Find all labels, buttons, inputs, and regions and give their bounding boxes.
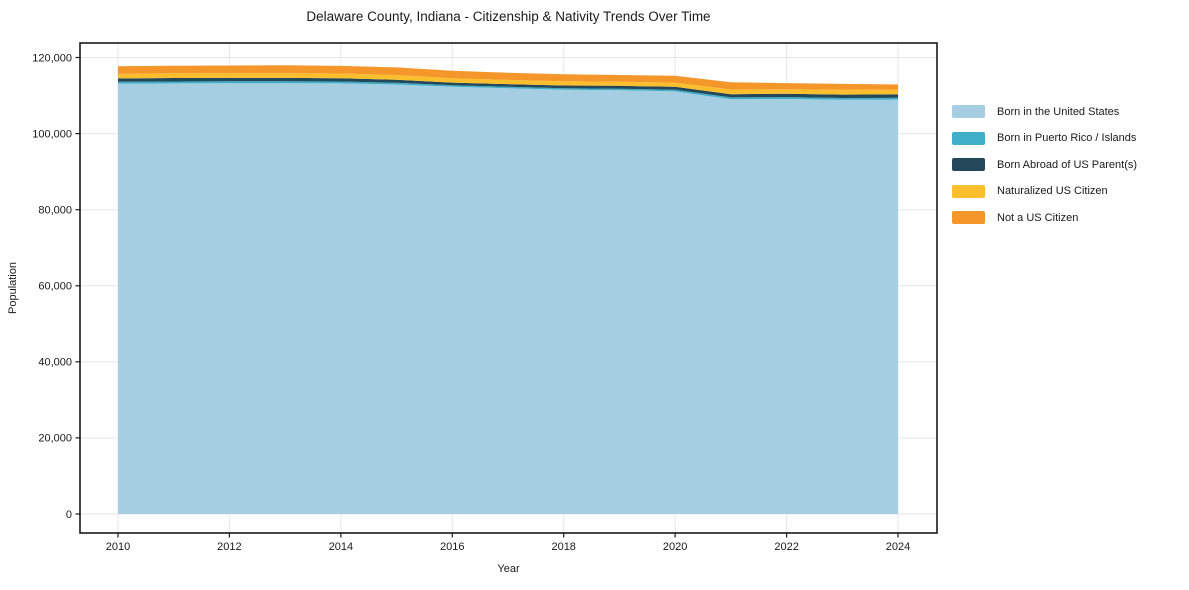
legend-item-naturalized: Naturalized US Citizen	[952, 184, 1137, 199]
y-tick-label: 0	[66, 509, 72, 521]
area-puerto-rico	[118, 81, 898, 100]
legend-swatch-puerto-rico	[952, 131, 985, 145]
y-axis-label: Population	[7, 262, 19, 314]
legend-swatch-not-citizen	[952, 211, 985, 225]
y-tick-label: 60,000	[38, 281, 72, 293]
y-tick-label: 120,000	[32, 52, 72, 64]
area-not-citizen	[118, 65, 898, 90]
legend-item-born-us: Born in the United States	[952, 105, 1137, 119]
axis-tick-labels: 0 20,000 40,000 60,000 80,000 100,000 120,000 2…	[32, 52, 910, 553]
legend-label: Born in the United States	[997, 105, 1120, 118]
y-tick-label: 40,000	[38, 357, 72, 369]
legend-item-puerto-rico: Born in Puerto Rico / Islands	[952, 131, 1137, 146]
x-tick-label: 2022	[774, 541, 798, 553]
legend-swatch-born-abroad	[952, 158, 985, 172]
y-tick-label: 80,000	[38, 205, 72, 217]
legend-label: Not a US Citizen	[997, 211, 1079, 224]
x-tick-label: 2016	[440, 541, 464, 553]
legend-swatch-naturalized	[952, 184, 985, 198]
y-tick-label: 20,000	[38, 433, 72, 445]
x-axis-label: Year	[497, 563, 520, 575]
chart-legend: Born in the United States Born in Puerto …	[952, 105, 1137, 238]
legend-label: Born Abroad of US Parent(s)	[997, 158, 1138, 171]
legend-label: Naturalized US Citizen	[997, 185, 1108, 198]
x-tick-label: 2010	[106, 541, 130, 553]
area-born-us	[118, 83, 898, 514]
stacked-areas	[118, 65, 898, 514]
x-tick-label: 2012	[217, 541, 241, 553]
x-tick-label: 2020	[663, 541, 687, 553]
x-tick-label: 2014	[329, 541, 353, 553]
legend-item-born-abroad: Born Abroad of US Parent(s)	[952, 158, 1137, 172]
area-born-abroad	[118, 77, 898, 98]
legend-item-not-citizen: Not a US Citizen	[952, 211, 1137, 225]
x-tick-label: 2024	[886, 541, 910, 553]
axis-ticks	[75, 56, 899, 538]
chart-title: Delaware County, Indiana - Citizenship &…	[306, 9, 711, 24]
y-tick-label: 100,000	[32, 128, 72, 140]
plot-border	[79, 42, 938, 534]
area-naturalized	[118, 73, 898, 95]
x-tick-label: 2018	[551, 541, 575, 553]
legend-swatch-born-us	[952, 105, 985, 119]
legend-label: Born in Puerto Rico / Islands	[997, 132, 1137, 145]
